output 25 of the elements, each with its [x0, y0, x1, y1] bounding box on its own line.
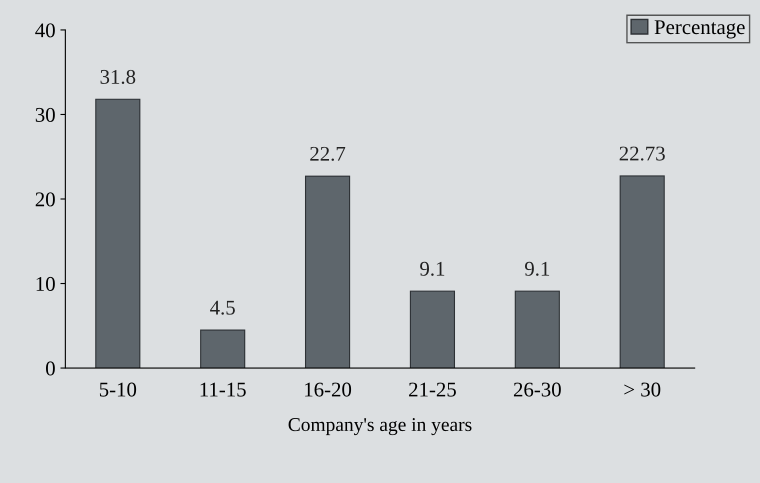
x-axis-title: Company's age in years: [288, 418, 472, 436]
bar: [95, 98, 140, 368]
data-label: 22.7: [310, 146, 346, 161]
x-tick-label: 26-30: [514, 382, 561, 397]
x-tick-label: 16-20: [305, 382, 352, 397]
bar: [304, 176, 350, 368]
y-tick-label: 30: [36, 108, 55, 122]
y-tick-label: 10: [36, 276, 55, 291]
data-label: 4.5: [210, 300, 235, 315]
bar: [514, 290, 560, 368]
y-tick-label: 20: [36, 192, 55, 206]
data-label: 9.1: [420, 262, 444, 276]
x-tick-label: > 30: [624, 382, 660, 397]
bar: [620, 175, 665, 368]
data-label: 22.73: [620, 146, 665, 161]
data-label: 9.1: [524, 262, 550, 276]
bar: [410, 290, 456, 368]
x-tick-label: 5-10: [100, 382, 136, 397]
x-tick-label: 11-15: [200, 382, 246, 397]
data-label: 31.8: [100, 70, 136, 84]
y-tick-label: 40: [35, 23, 55, 38]
bar: [200, 329, 246, 368]
legend-label: Percentage: [654, 20, 745, 38]
y-tick-label: 0: [46, 361, 55, 376]
x-tick-label: 21-25: [409, 382, 456, 397]
